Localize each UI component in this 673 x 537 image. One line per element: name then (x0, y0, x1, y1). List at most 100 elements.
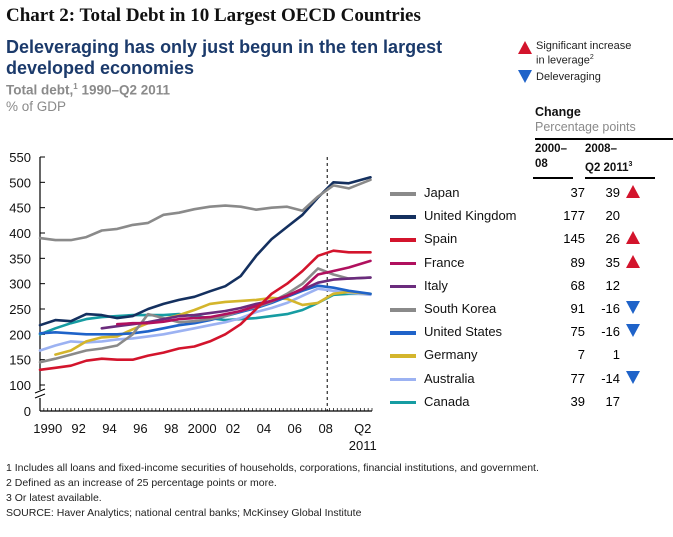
legend-item-italy: Italy 68 12 (390, 277, 673, 295)
x-tick-label: 92 (71, 421, 85, 436)
subtitle: Total debt,1 1990–Q2 2011 (6, 82, 170, 98)
increase-triangle-icon (626, 231, 640, 245)
legend-item-south-korea: South Korea 91 -16 (390, 300, 673, 318)
country-name: France (424, 254, 465, 270)
col1-rule (533, 177, 573, 179)
legend-item-france: France 89 35 (390, 254, 673, 272)
change-2008-2011: 26 (605, 231, 620, 247)
increase-triangle-icon (518, 41, 532, 54)
y-tick-label: 300 (9, 277, 31, 292)
country-name: Canada (424, 393, 470, 409)
series-line-germany (54, 290, 372, 356)
series-line-spain (38, 249, 372, 372)
x-tick-label: 96 (133, 421, 147, 436)
x-tick-label: 06 (288, 421, 302, 436)
country-name: South Korea (424, 301, 497, 316)
legend-swatch (390, 354, 416, 358)
change-2008-2011: -16 (601, 301, 620, 316)
country-name: Australia (424, 370, 475, 386)
subtitle-prefix: Total debt, (6, 82, 74, 98)
change-title: Change (535, 105, 581, 119)
legend-swatch (390, 238, 416, 242)
subtitle-suffix: 1990–Q2 2011 (77, 82, 171, 98)
legend-item-united-states: United States 75 -16 (390, 323, 673, 341)
country-name: Germany (424, 347, 478, 363)
deleveraging-triangle-icon (518, 70, 532, 83)
y-tick-label: 100 (9, 378, 31, 393)
series-line-france (115, 259, 372, 326)
axis-break-mark (34, 393, 46, 399)
y-axis: 0 100 150 200 250 300 350 400 450 500 550 (9, 150, 46, 419)
x-tick-label: 94 (102, 421, 116, 436)
y-tick-label: 250 (9, 302, 31, 317)
deleveraging-triangle-icon (626, 324, 640, 338)
change-2008-2011: 12 (605, 277, 620, 293)
legend-swatch (390, 377, 416, 382)
country-name: Spain (424, 231, 458, 247)
change-2000-08: 75 (570, 324, 585, 340)
deleveraging-key-label: Deleveraging (536, 71, 601, 83)
increase-key-text2: in leverage (536, 54, 590, 67)
legend-item-united-kingdom: United Kingdom 177 20 (390, 207, 673, 225)
change-2000-08: 89 (570, 254, 585, 270)
x-tick-sublabel: 2011 (349, 438, 377, 453)
col1-line2: 08 (535, 158, 548, 170)
legend-item-germany: Germany 7 1 (390, 346, 673, 364)
legend-swatch (390, 400, 416, 405)
change-2008-2011: 35 (605, 254, 620, 270)
col2-line1: 2008– (585, 143, 617, 155)
col2-rule (585, 177, 655, 179)
x-axis: 1990 92 94 96 98 2000 02 04 06 08 Q2 2011 (33, 157, 377, 453)
source-note: SOURCE: Haver Analytics; national centra… (6, 507, 362, 519)
unit-label: % of GDP (6, 99, 67, 114)
footnote-ref: 3 (628, 161, 633, 168)
legend-swatch (390, 215, 416, 219)
x-tick-label: 08 (318, 421, 332, 436)
change-2000-08: 39 (570, 393, 585, 409)
legend-item-canada: Canada 39 17 (390, 393, 673, 411)
legend-swatch (390, 284, 416, 289)
series-line-united-states (38, 284, 372, 336)
footnote-3: 3 Or latest available. (6, 492, 102, 504)
footnote-ref: 2 (589, 54, 594, 61)
axis-break-mark (34, 388, 46, 394)
change-2000-08: 145 (563, 231, 585, 247)
series-line-japan (38, 178, 372, 242)
header-rule (535, 138, 673, 140)
y-tick-label: 0 (24, 404, 31, 419)
x-tick-label: Q2 (354, 421, 371, 436)
increase-key-label: Significant increase in leverage2 (536, 40, 631, 67)
headline: Deleveraging has only just begun in the … (6, 37, 443, 78)
series-line-united-kingdom (38, 176, 372, 327)
deleveraging-triangle-icon (626, 301, 640, 314)
chart-label: Chart 2: Total Debt in 10 Largest OECD C… (6, 5, 421, 26)
series-line-south-korea (38, 267, 372, 364)
footnote-2: 2 Defined as an increase of 25 percentag… (6, 477, 277, 489)
legend-swatch (390, 261, 416, 266)
legend-swatch (390, 308, 416, 312)
series-line-australia (38, 287, 372, 352)
legend-swatch (390, 331, 416, 335)
footnote-ref: 1 (73, 82, 78, 91)
country-name: Japan (424, 185, 460, 200)
col1-line1: 2000– (535, 143, 567, 155)
y-tick-label: 350 (9, 251, 31, 266)
column-header-2000-08: 2000– 08 (535, 142, 567, 172)
y-tick-label: 550 (9, 150, 31, 165)
x-tick-label: 98 (164, 421, 178, 436)
change-2008-2011: -14 (601, 370, 620, 386)
x-tick-label: 1990 (33, 421, 62, 436)
x-tick-label: 2000 (188, 421, 217, 436)
change-2000-08: 177 (563, 208, 585, 224)
column-header-2008-2011: 2008– Q2 20113 (585, 142, 632, 176)
change-2008-2011: 20 (605, 208, 620, 224)
change-2000-08: 91 (570, 301, 585, 316)
deleveraging-triangle-icon (626, 370, 640, 384)
country-name: United States (424, 324, 503, 340)
change-2008-2011: -16 (601, 324, 620, 340)
legend-item-spain: Spain 145 26 (390, 230, 673, 248)
increase-key-text: Significant increase (536, 40, 632, 52)
series-lines (38, 176, 372, 372)
legend-swatch (390, 192, 416, 196)
change-2008-2011: 17 (605, 393, 620, 409)
